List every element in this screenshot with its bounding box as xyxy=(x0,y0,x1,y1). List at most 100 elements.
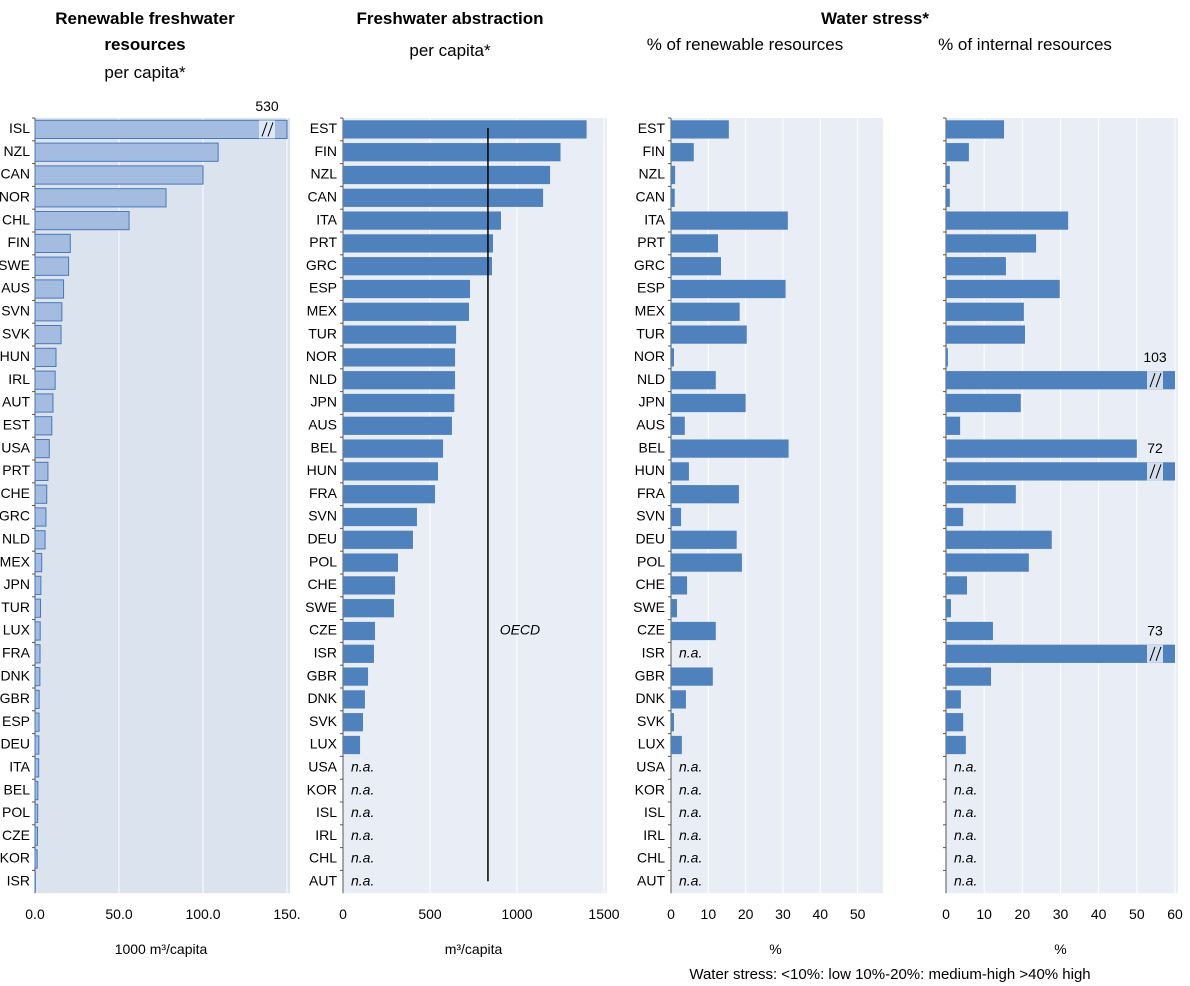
bar xyxy=(946,143,969,162)
category-label: JPN xyxy=(4,576,30,592)
category-label: GBR xyxy=(0,690,30,706)
bar xyxy=(671,371,716,390)
bar xyxy=(34,666,41,687)
na-label: n.a. xyxy=(954,873,977,889)
axis-break xyxy=(1149,464,1156,479)
bar xyxy=(34,689,40,710)
bar xyxy=(34,712,40,732)
category-label: SWE xyxy=(0,257,30,273)
bar xyxy=(946,621,993,641)
category-label: NLD xyxy=(637,371,665,387)
bar xyxy=(34,188,167,208)
bar xyxy=(946,530,1052,549)
category-label: ITA xyxy=(316,211,337,227)
bar xyxy=(343,507,417,527)
note: Water stress: <10%: low 10%-20%: medium-… xyxy=(689,966,1091,983)
x-tick-label: 10 xyxy=(701,906,717,922)
category-label: DEU xyxy=(307,531,337,547)
bar xyxy=(34,416,53,436)
bar xyxy=(946,644,1175,663)
category-label: CAN xyxy=(0,166,30,182)
bar xyxy=(343,371,456,390)
bar xyxy=(343,485,436,504)
bar xyxy=(343,279,471,299)
category-label: SVK xyxy=(637,713,666,729)
bar xyxy=(946,234,1037,253)
bar xyxy=(671,439,789,458)
bar xyxy=(343,462,439,481)
bar xyxy=(946,211,1069,230)
bar xyxy=(34,507,47,527)
category-label: ITA xyxy=(9,759,30,775)
x-tick-label: 20 xyxy=(738,906,754,922)
bar xyxy=(343,416,452,435)
category-label: BEL xyxy=(311,439,338,455)
bar xyxy=(671,234,719,253)
category-label: SVN xyxy=(1,303,30,319)
bar xyxy=(343,644,374,663)
x-axis-label: % xyxy=(1054,941,1066,957)
bar xyxy=(671,165,676,185)
na-label: n.a. xyxy=(954,804,977,820)
bar xyxy=(946,507,964,527)
bar xyxy=(671,257,722,276)
bar xyxy=(34,210,130,231)
category-label: FRA xyxy=(309,485,338,501)
bar xyxy=(34,758,40,778)
bar xyxy=(34,484,48,504)
na-label: n.a. xyxy=(351,781,374,797)
bar xyxy=(946,599,951,618)
category-label: ISL xyxy=(644,804,665,820)
bar xyxy=(946,485,1016,504)
category-label: ISL xyxy=(316,804,337,820)
bar xyxy=(34,552,43,573)
value-label: 103 xyxy=(1143,349,1167,365)
category-label: CZE xyxy=(2,827,30,843)
na-label: n.a. xyxy=(679,850,702,866)
axis-break xyxy=(1155,646,1162,661)
category-label: ESP xyxy=(2,713,30,729)
bar xyxy=(34,279,65,299)
bar xyxy=(946,188,950,207)
na-label: n.a. xyxy=(351,850,374,866)
x-tick-label: 50 xyxy=(1129,906,1145,922)
na-label: n.a. xyxy=(351,759,374,775)
category-label: KOR xyxy=(307,781,337,797)
category-label: USA xyxy=(1,439,30,455)
bar xyxy=(34,142,219,162)
na-label: n.a. xyxy=(679,759,702,775)
na-label: n.a. xyxy=(954,759,977,775)
category-label: LUX xyxy=(638,736,666,752)
na-label: n.a. xyxy=(351,873,374,889)
category-label: GBR xyxy=(307,667,337,683)
category-label: GRC xyxy=(306,257,337,273)
category-label: CHL xyxy=(637,850,665,866)
category-label: KOR xyxy=(0,850,30,866)
bar xyxy=(946,576,967,595)
bar xyxy=(946,279,1060,299)
bar xyxy=(671,302,740,321)
category-label: NLD xyxy=(2,531,30,547)
bar xyxy=(34,575,42,596)
category-label: POL xyxy=(2,804,30,820)
bar xyxy=(671,325,747,344)
bar xyxy=(946,325,1026,344)
x-tick-label: 1500 xyxy=(588,906,619,922)
bar xyxy=(671,211,788,230)
bar xyxy=(34,644,41,664)
bar xyxy=(671,143,694,162)
category-label: POL xyxy=(309,553,337,569)
bar xyxy=(343,553,398,572)
na-label: n.a. xyxy=(679,804,702,820)
category-label: MEX xyxy=(0,553,31,569)
bar xyxy=(343,211,501,230)
category-label: AUT xyxy=(2,394,30,410)
axis-break xyxy=(267,122,274,137)
category-label: FIN xyxy=(314,143,337,159)
bar xyxy=(671,485,739,504)
category-label: ITA xyxy=(644,211,665,227)
bar xyxy=(34,165,204,185)
category-label: JPN xyxy=(639,394,665,410)
bar xyxy=(671,735,682,755)
category-label: FRA xyxy=(637,485,666,501)
